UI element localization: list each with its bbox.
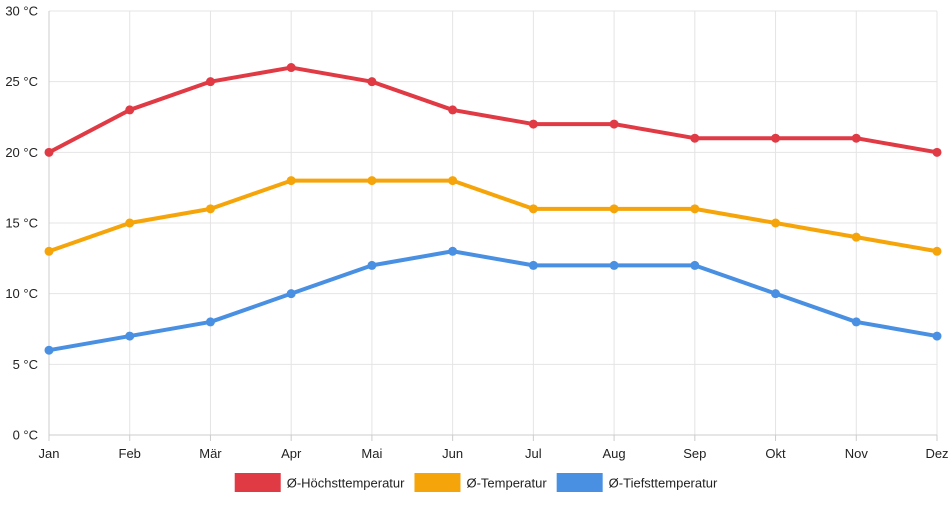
data-point[interactable]	[932, 147, 942, 157]
data-point[interactable]	[932, 246, 942, 256]
data-point[interactable]	[771, 218, 781, 228]
legend-swatch	[414, 473, 461, 492]
data-point[interactable]	[771, 289, 781, 299]
x-tick-label: Jan	[39, 446, 60, 461]
x-tick-label: Jun	[442, 446, 463, 461]
x-tick-label: Okt	[765, 446, 786, 461]
legend-item-2[interactable]: Ø-Temperatur	[414, 473, 547, 492]
data-point[interactable]	[367, 176, 377, 186]
data-point[interactable]	[690, 133, 700, 143]
axis-layer: 0 °C 5 °C 10 °C 15 °C 20 °C 25 °C 30 °C Jan Feb M…	[5, 4, 948, 462]
data-point[interactable]	[528, 119, 538, 129]
x-tick-label: Sep	[683, 446, 706, 461]
series-1	[44, 63, 942, 157]
data-point[interactable]	[448, 105, 458, 115]
y-tick-label: 5 °C	[13, 357, 38, 372]
data-point[interactable]	[125, 331, 135, 341]
x-tick-label: Mär	[199, 446, 222, 461]
legend: Ø-Höchsttemperatur Ø-Temperatur Ø-Tiefstte…	[234, 473, 718, 492]
data-point[interactable]	[367, 77, 377, 87]
series-line	[47, 178, 939, 254]
data-point[interactable]	[286, 176, 296, 186]
data-point[interactable]	[44, 246, 54, 256]
legend-item-1[interactable]: Ø-Höchsttemperatur	[234, 473, 405, 492]
data-point[interactable]	[286, 63, 296, 73]
legend-label: Ø-Höchsttemperatur	[287, 476, 405, 491]
data-point[interactable]	[690, 260, 700, 270]
data-point[interactable]	[609, 119, 619, 129]
data-point[interactable]	[125, 105, 135, 115]
data-point[interactable]	[286, 289, 296, 299]
legend-swatch	[234, 473, 281, 492]
data-point[interactable]	[205, 317, 215, 327]
data-point[interactable]	[932, 331, 942, 341]
x-tick-label: Nov	[845, 446, 869, 461]
grid-layer	[48, 10, 938, 436]
y-tick-label: 30 °C	[5, 4, 38, 19]
series-2	[44, 176, 942, 256]
x-tick-label: Aug	[603, 446, 626, 461]
y-tick-label: 15 °C	[5, 216, 38, 231]
data-point[interactable]	[690, 204, 700, 214]
y-tick-label: 25 °C	[5, 74, 38, 89]
legend-label: Ø-Tiefsttemperatur	[609, 476, 718, 491]
data-point[interactable]	[528, 260, 538, 270]
data-point[interactable]	[771, 133, 781, 143]
data-point[interactable]	[44, 345, 54, 355]
series-line	[47, 249, 939, 353]
y-tick-label: 0 °C	[13, 428, 38, 443]
data-point[interactable]	[44, 147, 54, 157]
series-line	[47, 65, 939, 155]
data-point[interactable]	[851, 232, 861, 242]
x-tick-label: Apr	[281, 446, 302, 461]
data-point[interactable]	[367, 260, 377, 270]
x-tick-label: Jul	[525, 446, 542, 461]
data-point[interactable]	[609, 260, 619, 270]
data-point[interactable]	[125, 218, 135, 228]
legend-item-3[interactable]: Ø-Tiefsttemperatur	[556, 473, 718, 492]
data-point[interactable]	[448, 246, 458, 256]
legend-label: Ø-Temperatur	[466, 476, 547, 491]
data-point[interactable]	[851, 317, 861, 327]
data-point[interactable]	[609, 204, 619, 214]
y-tick-label: 10 °C	[5, 286, 38, 301]
data-point[interactable]	[851, 133, 861, 143]
data-point[interactable]	[205, 77, 215, 87]
data-point[interactable]	[528, 204, 538, 214]
y-tick-label: 20 °C	[5, 145, 38, 160]
series-3	[44, 246, 942, 355]
x-tick-label: Feb	[119, 446, 141, 461]
data-point[interactable]	[448, 176, 458, 186]
x-tick-label: Mai	[361, 446, 382, 461]
legend-swatch	[556, 473, 603, 492]
data-point[interactable]	[205, 204, 215, 214]
series-layer	[44, 63, 942, 355]
x-tick-label: Dez	[925, 446, 948, 461]
